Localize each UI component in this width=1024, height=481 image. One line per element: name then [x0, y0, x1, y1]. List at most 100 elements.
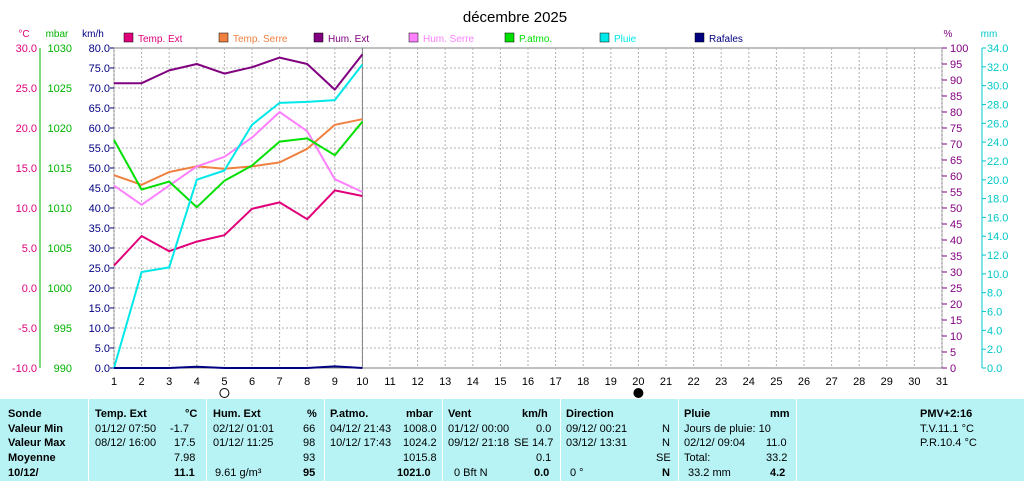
rain-axis-tick-label: 30.0 — [987, 81, 1008, 93]
rain-axis-tick-label: 2.0 — [987, 344, 1002, 356]
rain-axis-tick-label: 10.0 — [987, 269, 1008, 281]
legend-swatch — [694, 32, 705, 43]
temp-min-value: -1.7 — [170, 423, 189, 435]
humidity-axis-tick-label: 5 — [950, 347, 956, 359]
header-wind-unit: km/h — [522, 408, 548, 420]
series-lines — [113, 53, 364, 369]
rain-axis-tick-label: 18.0 — [987, 194, 1008, 206]
rain-current-total: 33.2 mm — [688, 467, 731, 479]
x-tick-label: 9 — [332, 376, 338, 388]
wind-min-value: 0.0 — [536, 423, 552, 435]
wind-axis-tick-label: 50.0 — [89, 163, 110, 175]
pressure-axis-tick-label: 990 — [54, 363, 72, 375]
humidity-axis-tick-label: 80 — [950, 107, 962, 119]
rain-axis-tick-label: 4.0 — [987, 325, 1002, 337]
series-line-rafales — [114, 365, 363, 369]
wind-max-value: 14.7 — [532, 437, 554, 449]
x-tick-label: 28 — [853, 376, 865, 388]
wind-axis-tick-label: 70.0 — [89, 83, 110, 95]
tv-value: T.V.11.1 °C — [920, 423, 974, 435]
right-axes: 1009590858075706560555045403530252015105… — [942, 43, 1008, 375]
hum-current-abs: 9.61 g/m³ — [215, 467, 262, 479]
x-tick-label: 17 — [549, 376, 561, 388]
pressure-axis-tick-label: 1030 — [48, 43, 72, 55]
rain-axis-tick-label: 20.0 — [987, 175, 1008, 187]
temp-unit-label: °C — [18, 29, 29, 40]
humidity-axis-tick-label: 35 — [950, 251, 962, 263]
legend-swatch — [408, 32, 419, 43]
x-tick-label: 18 — [577, 376, 589, 388]
x-tick-label: 31 — [936, 376, 948, 388]
humidity-axis-tick-label: 60 — [950, 171, 962, 183]
header-rain-unit: mm — [770, 408, 790, 420]
wind-avg-value: 0.1 — [536, 452, 552, 464]
hum-max-time: 01/12/ 11:25 — [213, 437, 274, 449]
rain-axis-tick-label: 14.0 — [987, 231, 1008, 243]
rain-axis-tick-label: 0.0 — [987, 363, 1002, 375]
x-tick-label: 5 — [221, 376, 227, 388]
dir-current-deg: 0 ° — [570, 467, 584, 479]
legend-label: Temp. Serre — [233, 34, 288, 45]
legend-swatch — [599, 32, 610, 43]
pressure-avg-value: 1015.8 — [403, 452, 437, 464]
x-axis: 1 2 3 4 5 6 7 8 9 10 11 12 13 14 15 16 17 18 19 20 21 22 23 24 2… — [111, 376, 948, 388]
temp-axis-tick-label: -5.0 — [18, 323, 37, 335]
wind-axis-tick-label: 15.0 — [89, 303, 110, 315]
new-moon-icon — [633, 388, 644, 398]
legend-label: Pluie — [614, 34, 637, 45]
x-tick-label: 20 — [632, 376, 644, 388]
wind-current-bft: 0 Bft N — [454, 467, 488, 479]
x-tick-label: 3 — [166, 376, 172, 388]
wind-axis-tick-label: 60.0 — [89, 123, 110, 135]
legend-label: Hum. Ext — [328, 34, 369, 45]
temp-avg-value: 7.98 — [174, 452, 196, 464]
x-tick-label: 27 — [825, 376, 837, 388]
rain-axis-tick-label: 16.0 — [987, 212, 1008, 224]
x-tick-label: 24 — [743, 376, 755, 388]
x-tick-label: 7 — [277, 376, 283, 388]
x-tick-label: 26 — [798, 376, 810, 388]
wind-axis-tick-label: 65.0 — [89, 103, 110, 115]
humidity-axis-tick-label: 25 — [950, 283, 962, 295]
pressure-max-time: 10/12/ 17:43 — [330, 437, 392, 449]
pressure-axis-tick-label: 1000 — [48, 283, 72, 295]
legend-label: Hum. Serre — [423, 34, 475, 45]
rain-axis-tick-label: 24.0 — [987, 137, 1008, 149]
humidity-axis-tick-label: 40 — [950, 235, 962, 247]
dir-min-time: 09/12/ 00:21 — [566, 423, 628, 435]
humidity-axis-tick-label: 50 — [950, 203, 962, 215]
pr-value: P.R.10.4 °C — [920, 437, 977, 449]
wind-axis-tick-label: 30.0 — [89, 243, 110, 255]
rain-max-time: 02/12/ 09:04 — [684, 437, 746, 449]
header-rain: Pluie — [684, 408, 711, 420]
dir-max-value: N — [662, 437, 670, 449]
legend: Temp. Ext Temp. Serre Hum. Ext Hum. Serre P.… — [123, 32, 743, 45]
pressure-max-value: 1024.2 — [403, 437, 437, 449]
x-tick-label: 1 — [111, 376, 117, 388]
humidity-axis-tick-label: 55 — [950, 187, 962, 199]
wind-axis-tick-label: 75.0 — [89, 63, 110, 75]
legend-swatch — [218, 32, 229, 43]
x-tick-label: 23 — [715, 376, 727, 388]
series-line-pluie — [113, 63, 364, 369]
dir-current-value: N — [662, 467, 670, 479]
pressure-current-value: 1021.0 — [397, 467, 431, 479]
rain-total-value: 33.2 — [766, 452, 788, 464]
pressure-axis-tick-label: 1005 — [48, 243, 72, 255]
rain-unit-label: mm — [981, 29, 998, 40]
wind-unit-label: km/h — [82, 29, 104, 40]
humidity-axis-tick-label: 85 — [950, 91, 962, 103]
x-tick-label: 14 — [467, 376, 479, 388]
legend-label: Temp. Ext — [138, 34, 183, 45]
x-tick-label: 30 — [908, 376, 920, 388]
humidity-axis-tick-label: 100 — [950, 43, 968, 55]
moon-markers — [219, 388, 644, 398]
humidity-axis-tick-label: 70 — [950, 139, 962, 151]
humidity-axis-tick-label: 0 — [950, 363, 956, 375]
header-pmv: PMV+2:16 — [920, 408, 973, 420]
header-hum: Hum. Ext — [213, 408, 261, 420]
wind-axis-tick-label: 5.0 — [95, 343, 110, 355]
wind-axis-tick-label: 25.0 — [89, 263, 110, 275]
wind-axis-tick-label: 80.0 — [89, 43, 110, 55]
header-direction: Direction — [566, 408, 614, 420]
